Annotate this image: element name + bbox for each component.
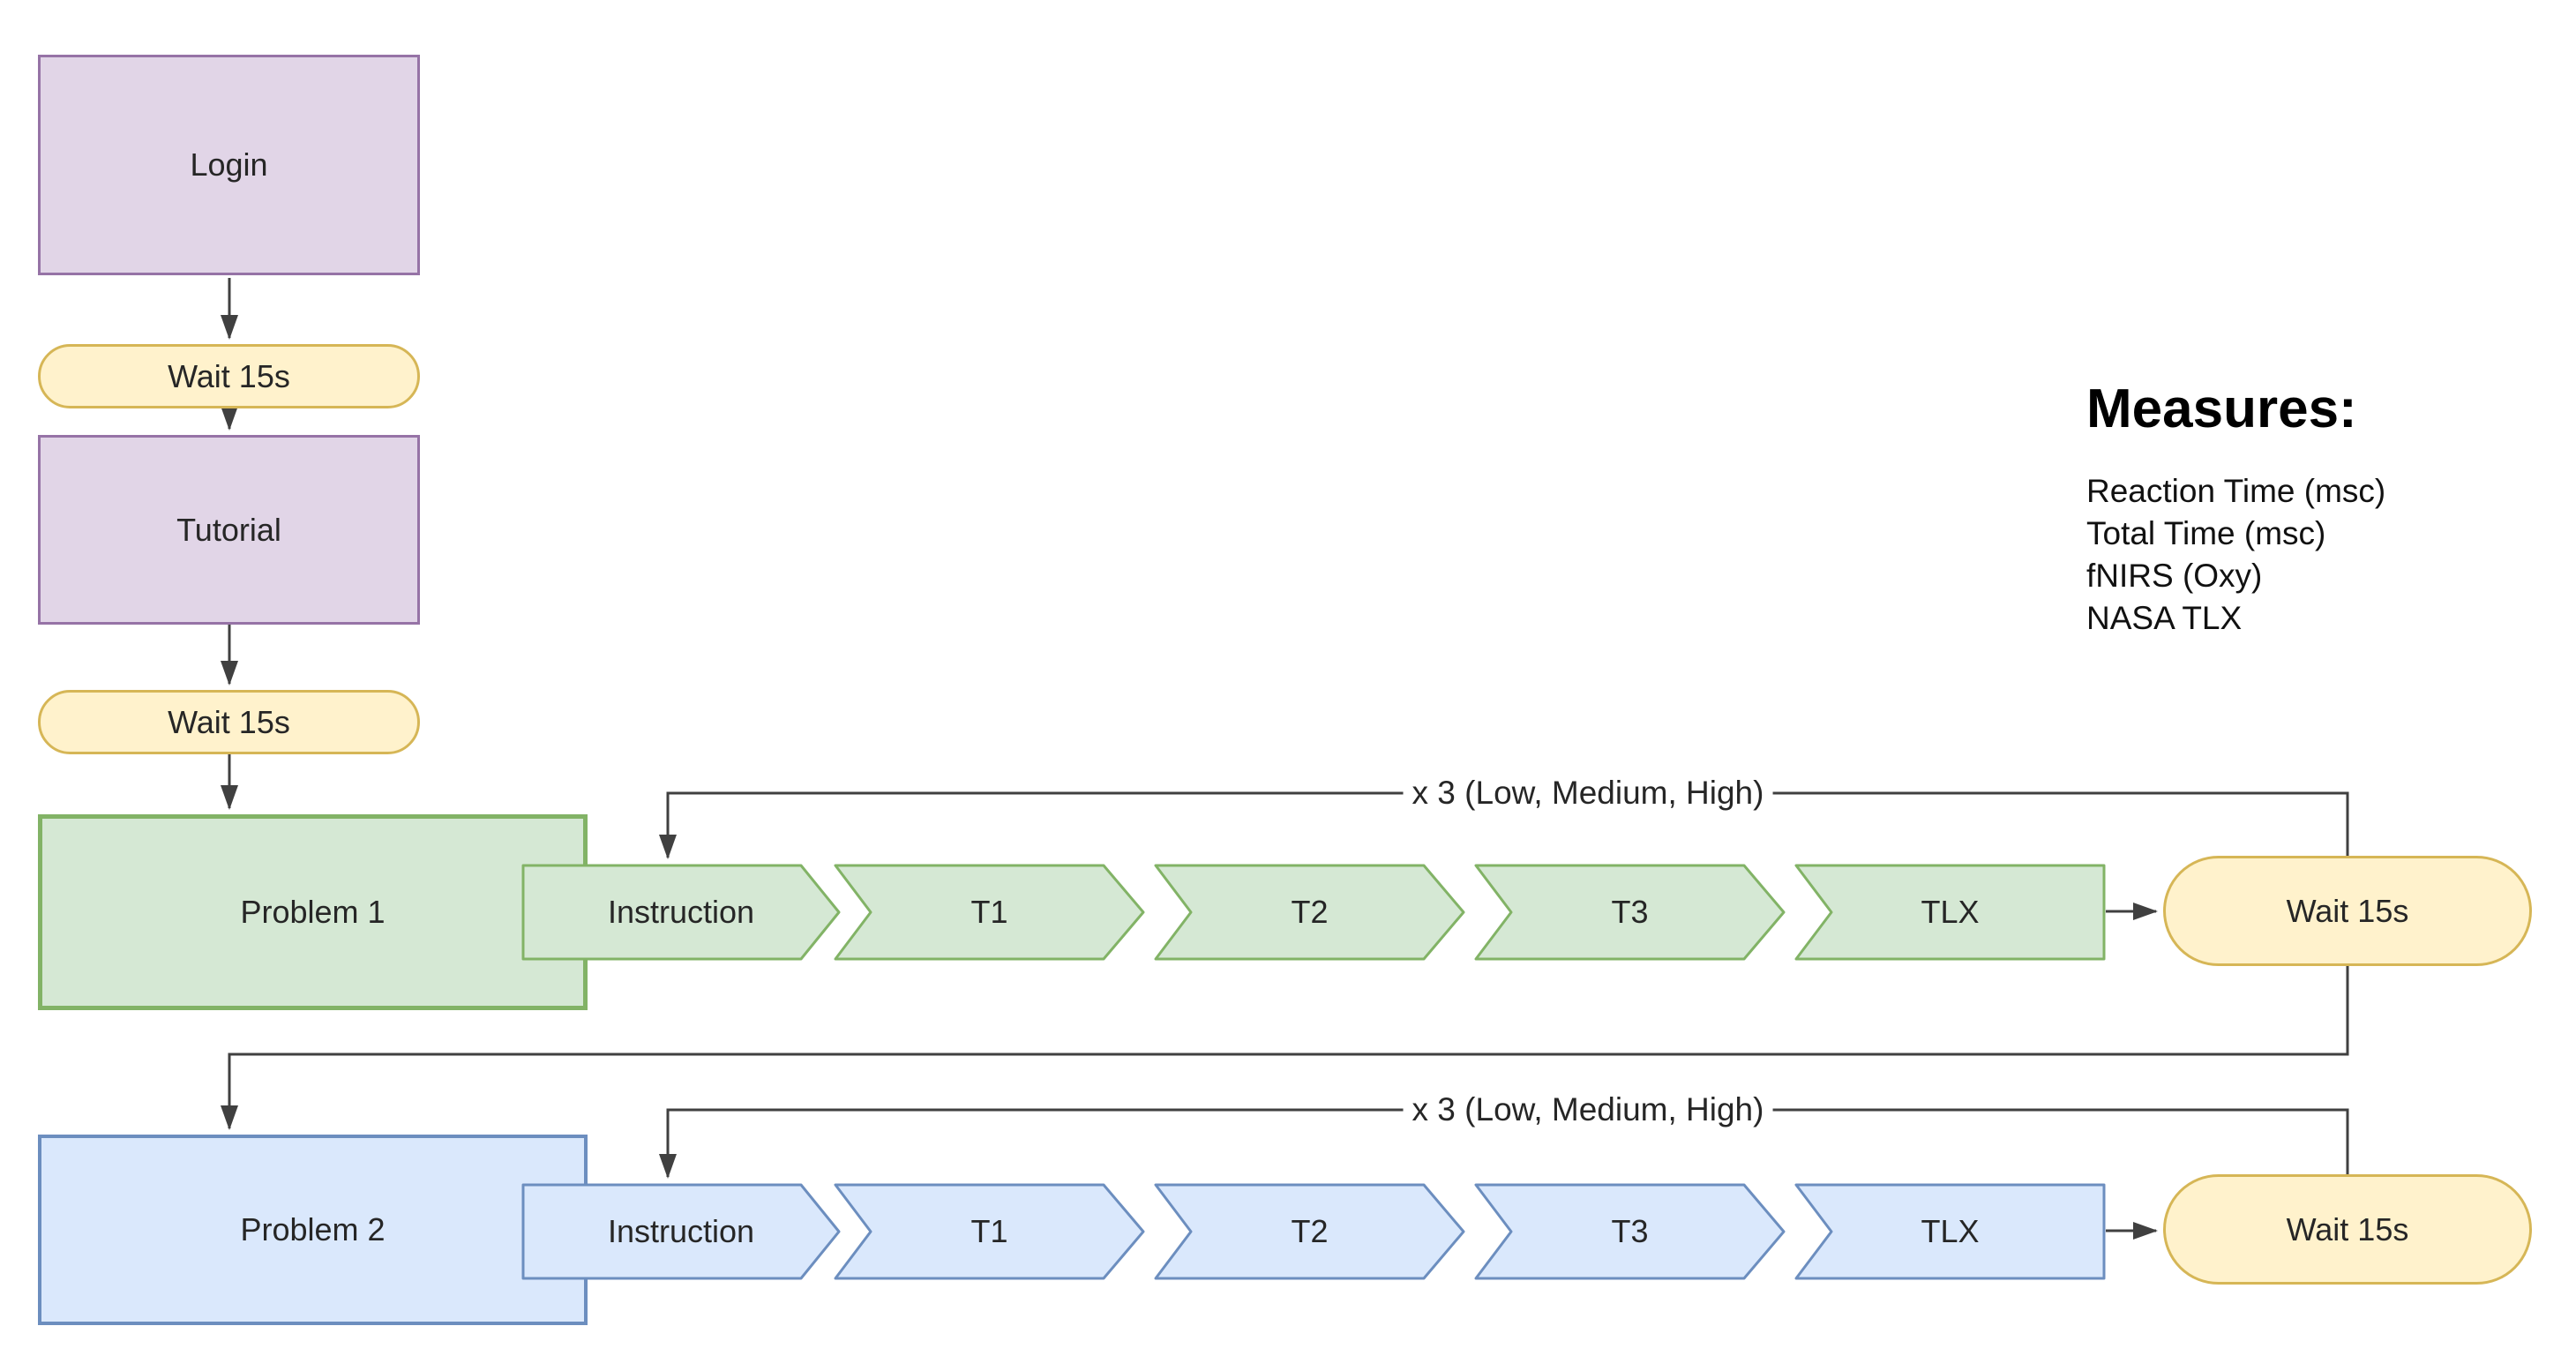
chevron-shape: [521, 1183, 841, 1280]
step-t1-row2-label: T1: [970, 1213, 1008, 1249]
step-t2-row2: T2: [1154, 1183, 1465, 1280]
node-wait15s-row1: Wait 15s: [2163, 856, 2532, 966]
measures-item: Total Time (msc): [2086, 515, 2326, 551]
chevron-shape: [834, 1183, 1145, 1280]
chevron-shape: [1794, 1183, 2106, 1280]
step-tlx-row2-label: TLX: [1921, 1213, 1980, 1249]
loop-label-row2: x 3 (Low, Medium, High): [1403, 1090, 1773, 1130]
step-t3-row2: T3: [1474, 1183, 1786, 1280]
node-wait15s-row2-label: Wait 15s: [2286, 1210, 2409, 1247]
chevron-shape: [1154, 864, 1465, 961]
step-tlx-row1-label: TLX: [1921, 894, 1980, 930]
step-t3-row2-label: T3: [1611, 1213, 1649, 1249]
step-t1-row2: T1: [834, 1183, 1145, 1280]
node-tutorial-label: Tutorial: [176, 511, 281, 548]
node-wait15s-2: Wait 15s: [38, 690, 420, 754]
step-t1-row1-label: T1: [970, 894, 1008, 930]
node-problem-1: Problem 1: [38, 814, 588, 1010]
node-wait15s-row1-label: Wait 15s: [2286, 892, 2409, 929]
node-wait15s-1: Wait 15s: [38, 344, 420, 408]
node-login: Login: [38, 55, 420, 275]
chevron-shape: [1794, 864, 2106, 961]
measures-item: fNIRS (Oxy): [2086, 558, 2263, 594]
node-problem-2-label: Problem 2: [240, 1211, 386, 1248]
step-instruction-row2: Instruction: [521, 1183, 841, 1280]
step-instruction-row2-label: Instruction: [607, 1213, 755, 1249]
measures-item: Reaction Time (msc): [2086, 473, 2386, 509]
node-wait15s-2-label: Wait 15s: [168, 703, 290, 740]
step-t2-row1-label: T2: [1291, 894, 1329, 930]
step-tlx-row1: TLX: [1794, 864, 2106, 961]
wire-row1-to-problem2: [221, 966, 2349, 1130]
step-instruction-row1: Instruction: [521, 864, 841, 961]
step-t3-row1-label: T3: [1611, 894, 1649, 930]
measures-panel: Measures: Reaction Time (msc) Total Time…: [2086, 378, 2385, 640]
step-t2-row2-label: T2: [1291, 1213, 1329, 1249]
node-login-label: Login: [190, 146, 268, 184]
loop-label-row1: x 3 (Low, Medium, High): [1403, 773, 1773, 813]
chevron-shape: [521, 864, 841, 961]
step-t1-row1: T1: [834, 864, 1145, 961]
step-tlx-row2: TLX: [1794, 1183, 2106, 1280]
node-wait15s-1-label: Wait 15s: [168, 357, 290, 394]
node-tutorial: Tutorial: [38, 435, 420, 625]
node-wait15s-row2: Wait 15s: [2163, 1174, 2532, 1285]
step-instruction-row1-label: Instruction: [607, 894, 755, 930]
chevron-shape: [1474, 1183, 1786, 1280]
chevron-shape: [1474, 864, 1786, 961]
chevron-shape: [834, 864, 1145, 961]
chevron-shape: [1154, 1183, 1465, 1280]
step-t3-row1: T3: [1474, 864, 1786, 961]
measures-title: Measures:: [2086, 378, 2357, 439]
step-t2-row1: T2: [1154, 864, 1465, 961]
measures-item: NASA TLX: [2086, 600, 2243, 636]
node-problem-2: Problem 2: [38, 1135, 588, 1325]
node-problem-1-label: Problem 1: [240, 894, 386, 931]
